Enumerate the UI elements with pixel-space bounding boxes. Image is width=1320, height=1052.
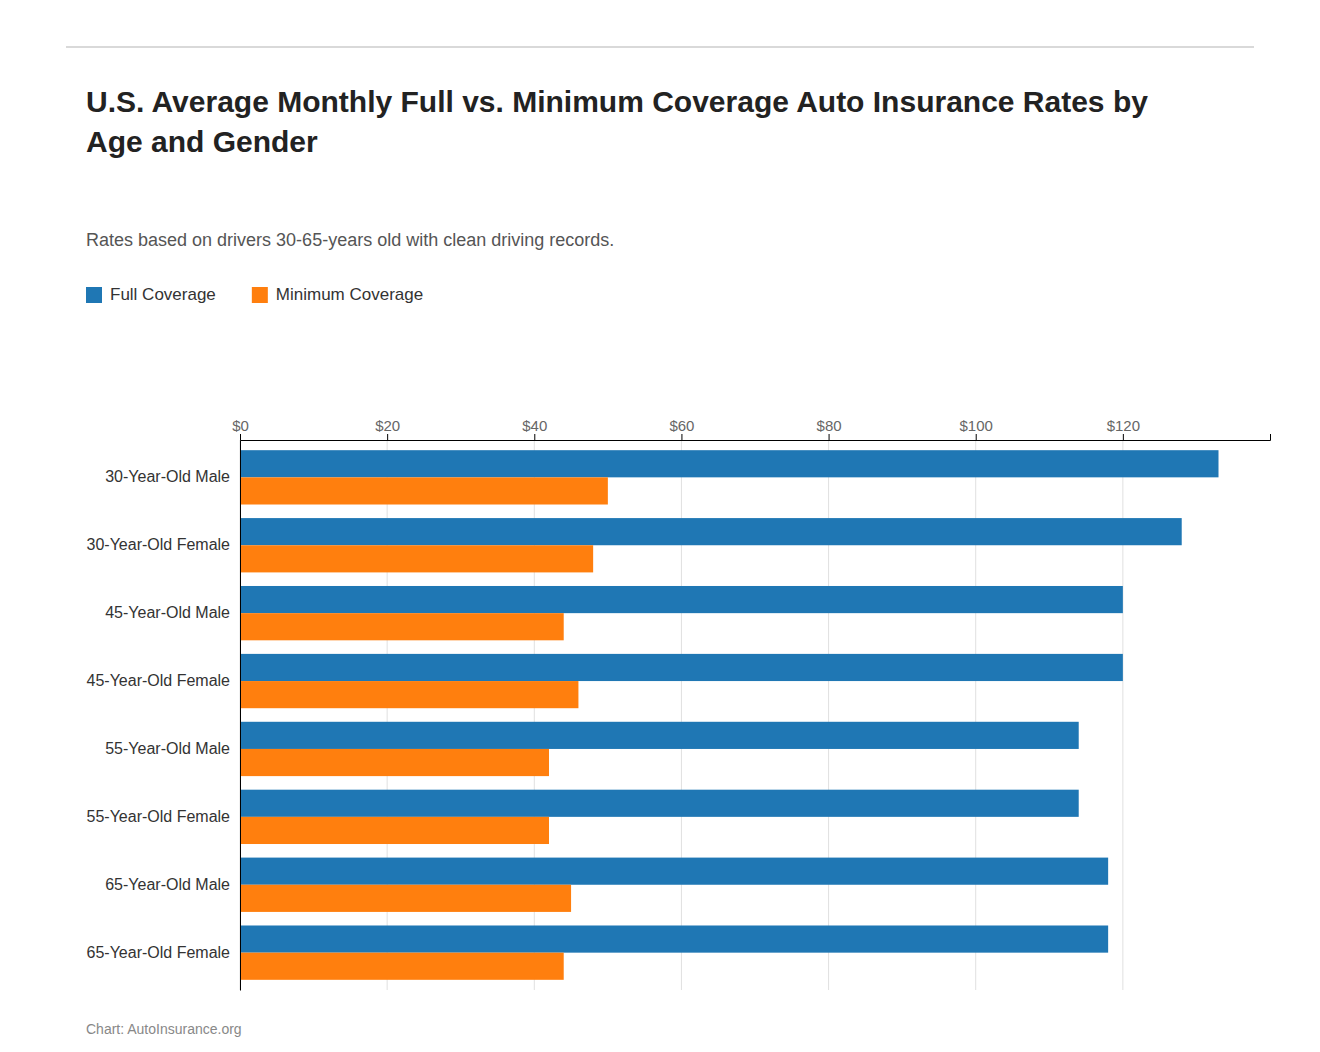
bar — [240, 477, 608, 504]
y-tick: 65-Year-Old Female — [87, 944, 240, 961]
bar — [240, 654, 1123, 681]
x-tick: $20 — [375, 417, 400, 440]
bar — [240, 749, 549, 776]
legend-swatch — [252, 287, 268, 303]
title: U.S. Average Monthly Full vs. Minimum Co… — [86, 85, 1148, 158]
plot: $0$20$40$60$80$100$12030-Year-Old Male30… — [87, 417, 1271, 991]
y-tick: 45-Year-Old Male — [105, 604, 240, 621]
x-tick-mark — [387, 434, 388, 440]
bar — [240, 681, 578, 708]
bar — [240, 450, 1219, 477]
separator — [66, 46, 1254, 48]
bar-series — [240, 450, 1219, 952]
x-tick: $40 — [522, 417, 547, 440]
x-tick-label: $80 — [817, 417, 842, 434]
bar — [240, 817, 549, 844]
bar — [240, 545, 593, 572]
x-axis-line — [241, 434, 1271, 441]
y-tick-label: 65-Year-Old Male — [105, 876, 230, 893]
legend: Full Coverage Minimum Coverage — [86, 285, 423, 304]
bar — [240, 613, 564, 640]
x-tick-mark — [534, 434, 535, 440]
y-tick: 45-Year-Old Female — [87, 672, 240, 689]
bar — [240, 858, 1108, 885]
y-tick-label: 30-Year-Old Female — [87, 536, 231, 553]
x-tick-label: $60 — [669, 417, 694, 434]
y-tick-label: 55-Year-Old Female — [87, 808, 231, 825]
x-tick-mark — [976, 434, 977, 440]
x-tick: $80 — [817, 417, 842, 440]
y-tick: 30-Year-Old Male — [105, 468, 240, 485]
x-tick-label: $20 — [375, 417, 400, 434]
y-tick: 55-Year-Old Female — [87, 808, 240, 825]
bar — [240, 722, 1079, 749]
title-line: Age and Gender — [86, 125, 318, 158]
bar — [240, 586, 1123, 613]
x-tick-mark — [240, 434, 241, 440]
x-tick: $120 — [1107, 417, 1140, 440]
legend-swatch — [86, 287, 102, 303]
x-tick: $100 — [960, 417, 993, 440]
y-axis: 30-Year-Old Male 30-Year-Old Female 45-Yea… — [87, 441, 241, 991]
grid-line — [240, 440, 241, 990]
bars — [240, 450, 1219, 980]
x-tick-mark — [681, 434, 682, 440]
bar — [240, 925, 1108, 952]
bar — [240, 953, 564, 980]
title-line: U.S. Average Monthly Full vs. Minimum Co… — [86, 85, 1148, 118]
x-tick-mark — [1123, 434, 1124, 440]
x-axis: $0 $20 $40 $60 $80 $100 $120 — [232, 417, 1270, 441]
y-tick-label: 45-Year-Old Female — [87, 672, 231, 689]
x-tick-mark — [829, 434, 830, 440]
y-tick: 55-Year-Old Male — [105, 740, 240, 757]
y-tick-label: 55-Year-Old Male — [105, 740, 230, 757]
x-tick-label: $120 — [1107, 417, 1140, 434]
x-tick-label: $0 — [232, 417, 249, 434]
y-tick-label: 65-Year-Old Female — [87, 944, 231, 961]
bar — [240, 518, 1182, 545]
x-tick-label: $100 — [960, 417, 993, 434]
bar-series — [240, 477, 608, 979]
subtitle: Rates based on drivers 30-65-years old w… — [86, 230, 614, 250]
x-tick: $60 — [669, 417, 694, 440]
x-tick: $0 — [232, 417, 249, 440]
legend-item: Full Coverage — [86, 285, 216, 304]
bar — [240, 790, 1079, 817]
y-axis-line — [240, 441, 241, 991]
x-tick-label: $40 — [522, 417, 547, 434]
legend-item: Minimum Coverage — [252, 285, 423, 304]
y-tick: 30-Year-Old Female — [87, 536, 240, 553]
y-tick-label: 45-Year-Old Male — [105, 604, 230, 621]
legend-label: Full Coverage — [110, 285, 216, 304]
y-tick: 65-Year-Old Male — [105, 876, 240, 893]
bar — [240, 885, 571, 912]
y-tick-label: 30-Year-Old Male — [105, 468, 230, 485]
legend-label: Minimum Coverage — [276, 285, 423, 304]
chart: U.S. Average Monthly Full vs. Minimum Co… — [0, 0, 1320, 1052]
footer: Chart: AutoInsurance.org — [86, 1021, 242, 1037]
